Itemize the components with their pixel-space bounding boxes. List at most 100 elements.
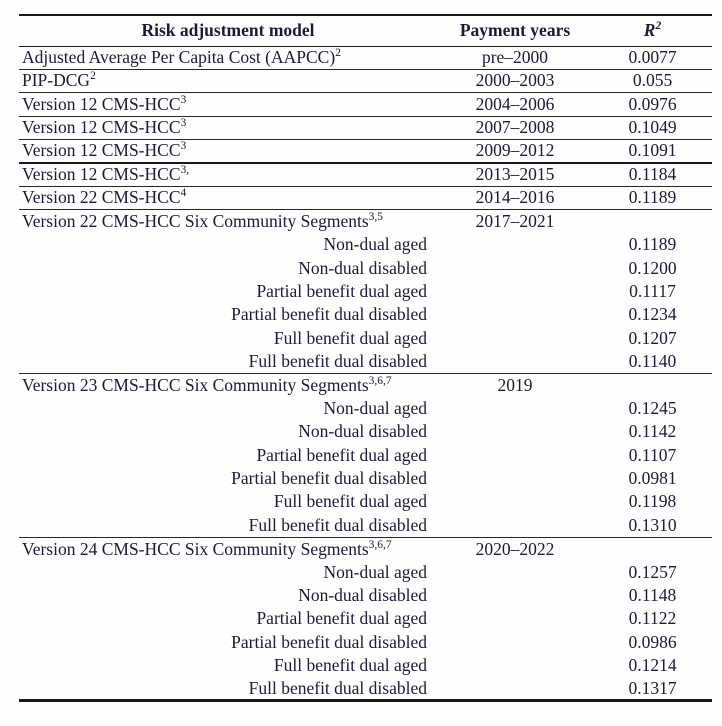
table-row: Partial benefit dual disabled 0.1234 bbox=[19, 303, 712, 326]
payment-years-cell: 2020–2022 bbox=[475, 538, 555, 559]
footnote-marker: 4 bbox=[180, 187, 187, 200]
segment-label-cell: Non-dual aged bbox=[323, 234, 427, 255]
segment-label-cell: Non-dual disabled bbox=[298, 585, 427, 606]
table-row: Partial benefit dual aged 0.1122 bbox=[19, 607, 712, 630]
r-squared-value-cell: 0.055 bbox=[593, 69, 712, 94]
payment-years-cell bbox=[437, 444, 593, 467]
table-row: Non-dual aged 0.1245 bbox=[19, 397, 712, 420]
r-squared-exponent: 2 bbox=[655, 20, 662, 33]
payment-years-cell bbox=[437, 420, 593, 443]
footnote-marker: 3 bbox=[180, 117, 187, 130]
segment-label-cell: Partial benefit dual aged bbox=[256, 444, 427, 465]
table-row: Version 12 CMS-HCC3 2007–2008 0.1049 bbox=[19, 116, 712, 141]
model-label-cell: Version 22 CMS-HCC4 bbox=[19, 186, 437, 211]
segment-label-cell: Full benefit dual aged bbox=[273, 655, 427, 676]
segment-label-cell: Full benefit dual aged bbox=[273, 491, 427, 512]
payment-years-cell bbox=[437, 561, 593, 584]
r-squared-symbol: R bbox=[643, 20, 656, 41]
footnote-marker: 3,6,7 bbox=[368, 374, 392, 387]
table-row: Version 12 CMS-HCC3 2009–2012 0.1091 bbox=[19, 139, 712, 164]
table-row: Full benefit dual disabled 0.1317 bbox=[19, 678, 712, 701]
r-squared-value-cell: 0.1189 bbox=[628, 234, 677, 255]
segment-label-cell: Partial benefit dual disabled bbox=[231, 631, 427, 652]
col-header-r-squared: R2 bbox=[593, 15, 712, 47]
payment-years-cell: 2007–2008 bbox=[437, 116, 593, 141]
payment-years-cell bbox=[437, 327, 593, 350]
table-row: Version 22 CMS-HCC Six Community Segment… bbox=[19, 210, 712, 233]
r-squared-value-cell: 0.1234 bbox=[628, 304, 677, 325]
footnote-marker: 3,5 bbox=[368, 211, 384, 224]
table-row: Full benefit dual disabled 0.1310 bbox=[19, 513, 712, 538]
r-squared-value-cell: 0.1317 bbox=[628, 677, 677, 698]
segment-label-cell: Partial benefit dual disabled bbox=[231, 304, 427, 325]
payment-years-cell: 2009–2012 bbox=[437, 139, 593, 164]
segment-label-cell: Non-dual disabled bbox=[298, 257, 427, 278]
table-row: Version 23 CMS-HCC Six Community Segment… bbox=[19, 373, 712, 396]
footnote-marker: 3, bbox=[180, 164, 190, 177]
payment-years-cell: 2013–2015 bbox=[437, 162, 593, 187]
r-squared-value-cell: 0.1148 bbox=[628, 585, 677, 606]
table-row: Non-dual disabled 0.1148 bbox=[19, 584, 712, 607]
r-squared-value-cell: 0.1184 bbox=[593, 162, 712, 187]
r-squared-value-cell: 0.1107 bbox=[628, 444, 677, 465]
r-squared-value-cell: 0.1245 bbox=[628, 397, 677, 418]
table-row: Full benefit dual disabled 0.1140 bbox=[19, 350, 712, 374]
table-row: Non-dual disabled 0.1200 bbox=[19, 257, 712, 280]
r-squared-value-cell: 0.1122 bbox=[628, 608, 677, 629]
payment-years-cell bbox=[437, 654, 593, 677]
r-squared-value-cell: 0.1200 bbox=[628, 257, 677, 278]
r-squared-value-cell bbox=[593, 537, 712, 560]
table-body: Adjusted Average Per Capita Cost (AAPCC)… bbox=[19, 46, 712, 701]
segment-label-cell: Partial benefit dual aged bbox=[256, 608, 427, 629]
r-squared-value-cell: 0.1310 bbox=[593, 513, 712, 538]
footnote-marker: 3 bbox=[180, 140, 187, 153]
r-squared-value-cell: 0.1140 bbox=[593, 350, 712, 374]
table-row: Partial benefit dual aged 0.1117 bbox=[19, 280, 712, 303]
payment-years-cell: 2017–2021 bbox=[475, 211, 555, 232]
r-squared-value-cell: 0.1257 bbox=[628, 561, 677, 582]
r-squared-value-cell: 0.1198 bbox=[628, 491, 677, 512]
col-header-payment-years: Payment years bbox=[437, 15, 593, 47]
table-row: Partial benefit dual aged 0.1107 bbox=[19, 444, 712, 467]
table-row: Version 12 CMS-HCC3, 2013–2015 0.1184 bbox=[19, 162, 712, 187]
r-squared-value-cell: 0.0981 bbox=[628, 468, 677, 489]
r-squared-value-cell: 0.0077 bbox=[593, 46, 712, 70]
r-squared-value-cell: 0.1049 bbox=[593, 116, 712, 141]
model-label-cell: Version 23 CMS-HCC Six Community Segment… bbox=[22, 374, 392, 395]
table-row: Non-dual aged 0.1189 bbox=[19, 233, 712, 256]
table-row: Non-dual aged 0.1257 bbox=[19, 561, 712, 584]
footnote-marker: 2 bbox=[335, 47, 341, 60]
payment-years-cell bbox=[437, 631, 593, 654]
footnote-marker: 2 bbox=[90, 70, 96, 83]
r-squared-value-cell bbox=[593, 210, 712, 233]
segment-label-cell: Full benefit dual disabled bbox=[248, 677, 427, 698]
model-label-cell: Version 12 CMS-HCC3 bbox=[19, 139, 437, 164]
model-label-cell: Version 12 CMS-HCC3 bbox=[19, 92, 437, 117]
payment-years-cell: 2014–2016 bbox=[437, 186, 593, 211]
col-header-risk-model: Risk adjustment model bbox=[19, 15, 437, 47]
payment-years-cell: 2000–2003 bbox=[437, 69, 593, 94]
table-row: Full benefit dual aged 0.1214 bbox=[19, 654, 712, 677]
r-squared-value-cell: 0.1214 bbox=[628, 655, 677, 676]
table-row: Partial benefit dual disabled 0.0981 bbox=[19, 467, 712, 490]
payment-years-cell bbox=[437, 607, 593, 630]
table-row: Adjusted Average Per Capita Cost (AAPCC)… bbox=[19, 46, 712, 70]
payment-years-cell: 2004–2006 bbox=[437, 92, 593, 117]
payment-years-cell: pre–2000 bbox=[437, 46, 593, 70]
segment-label-cell: Partial benefit dual disabled bbox=[231, 468, 427, 489]
segment-label-cell: Full benefit dual aged bbox=[273, 327, 427, 348]
segment-label-cell: Full benefit dual disabled bbox=[19, 350, 437, 374]
r-squared-value-cell: 0.0986 bbox=[628, 631, 677, 652]
payment-years-cell bbox=[437, 280, 593, 303]
model-label-cell: Version 12 CMS-HCC3, bbox=[19, 162, 437, 187]
segment-label-cell: Full benefit dual disabled bbox=[19, 513, 437, 538]
payment-years-cell bbox=[437, 467, 593, 490]
payment-years-cell: 2019 bbox=[497, 374, 533, 395]
payment-years-cell bbox=[437, 303, 593, 326]
table-row: Non-dual disabled 0.1142 bbox=[19, 420, 712, 443]
table-row: Partial benefit dual disabled 0.0986 bbox=[19, 631, 712, 654]
segment-label-cell: Non-dual disabled bbox=[298, 421, 427, 442]
r-squared-value-cell: 0.1189 bbox=[593, 186, 712, 211]
segment-label-cell: Partial benefit dual aged bbox=[256, 280, 427, 301]
